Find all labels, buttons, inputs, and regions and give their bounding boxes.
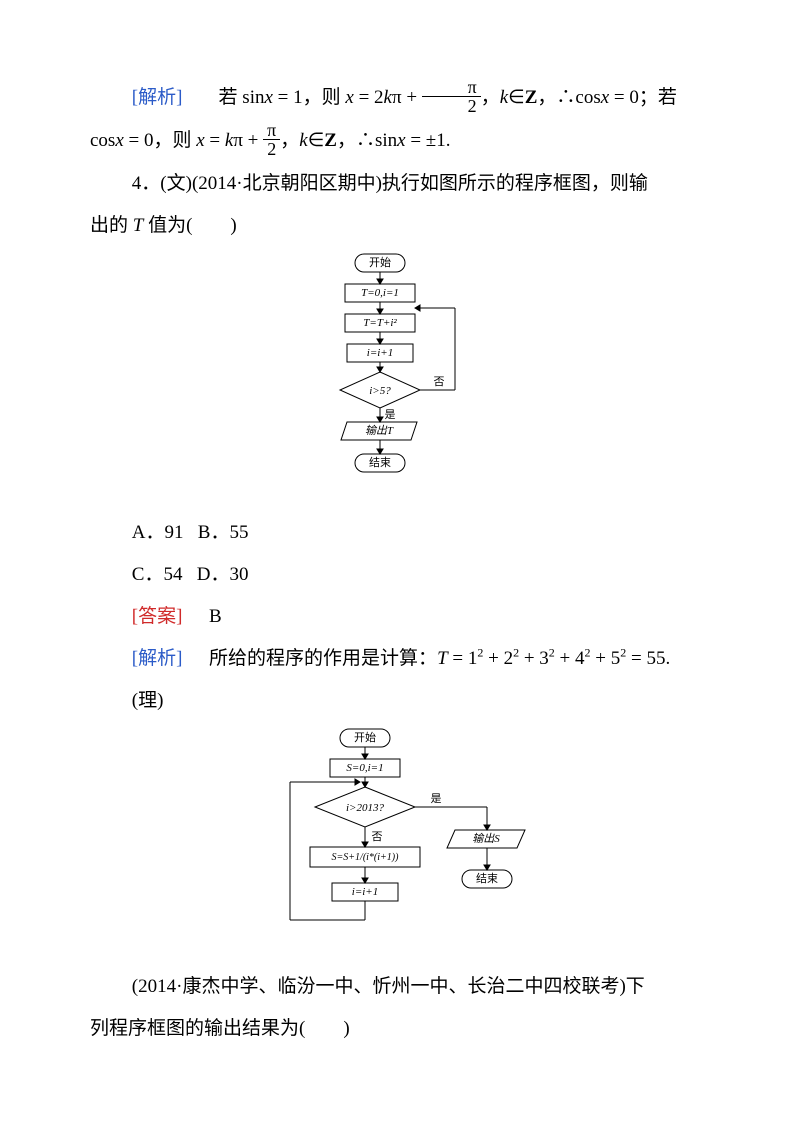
var-k: k bbox=[299, 130, 307, 151]
text: (2014·康杰中学、临汾一中、忻州一中、长治二中四校联考)下 bbox=[132, 976, 645, 997]
fc2-b2-text: S=S+1/(i*(i+1)) bbox=[332, 852, 400, 863]
text: ，∴sin bbox=[337, 130, 397, 151]
text: ， bbox=[280, 130, 299, 151]
text: + 5 bbox=[591, 648, 621, 669]
text: + 4 bbox=[555, 648, 585, 669]
q4-options-row1: A．91 B．55 bbox=[90, 515, 710, 551]
answer-value: B bbox=[209, 606, 222, 627]
analysis-para-2: cosx = 0，则 x = kπ + π2，k∈Z，∴sinx = ±1. bbox=[90, 123, 710, 160]
var-x: x bbox=[196, 130, 204, 151]
var-x: x bbox=[115, 130, 123, 151]
q4-stem-line2: 出的 T 值为( ) bbox=[90, 208, 710, 244]
answer-label: [答案] bbox=[132, 606, 183, 627]
var-k: k bbox=[500, 87, 508, 108]
set-Z: Z bbox=[525, 87, 538, 108]
flowchart-2-svg: 开始 S=0,i=1 i>2013? S=S+1/(i*(i+1)) i=i+1… bbox=[250, 725, 550, 950]
frac-num: π bbox=[422, 78, 481, 96]
frac-den: 2 bbox=[422, 96, 481, 115]
text: = 2 bbox=[354, 87, 384, 108]
frac-num: π bbox=[263, 121, 280, 139]
opt-b: B．55 bbox=[198, 522, 249, 543]
var-x: x bbox=[397, 130, 405, 151]
fc2-out-text: 输出S bbox=[472, 832, 500, 845]
var-x: x bbox=[601, 87, 609, 108]
var-x: x bbox=[345, 87, 353, 108]
text: 出的 bbox=[90, 215, 133, 236]
q4-stem-line1: 4．(文)(2014·北京朝阳区期中)执行如图所示的程序框图，则输 bbox=[90, 166, 710, 202]
frac-den: 2 bbox=[263, 139, 280, 158]
q4-options-row2: C．54 D．30 bbox=[90, 557, 710, 593]
text: cos bbox=[90, 130, 115, 151]
fc2-yes: 是 bbox=[431, 792, 442, 805]
q5-line1: (2014·康杰中学、临汾一中、忻州一中、长治二中四校联考)下 bbox=[90, 969, 710, 1005]
flowchart-2: 开始 S=0,i=1 i>2013? S=S+1/(i*(i+1)) i=i+1… bbox=[90, 725, 710, 963]
fraction: π2 bbox=[263, 121, 280, 158]
text: 值为( ) bbox=[143, 215, 236, 236]
fc2-start-text: 开始 bbox=[354, 730, 376, 744]
text: = 1 bbox=[448, 648, 478, 669]
text: = 0；若 bbox=[609, 87, 677, 108]
fc1-out-text: 输出T bbox=[365, 424, 394, 437]
page: [解析] 若 sinx = 1，则 x = 2kπ + π2，k∈Z，∴cosx… bbox=[0, 0, 800, 1093]
fc2-b3-text: i=i+1 bbox=[352, 886, 378, 898]
text: = bbox=[205, 130, 225, 151]
text: ∈ bbox=[508, 87, 525, 108]
opt-a: A．91 bbox=[132, 522, 184, 543]
q4-answer: [答案] B bbox=[90, 599, 710, 635]
text: = 1，则 bbox=[273, 87, 345, 108]
text: ∈ bbox=[308, 130, 325, 151]
var-k: k bbox=[384, 87, 392, 108]
text: 4．(文)(2014·北京朝阳区期中)执行如图所示的程序框图，则输 bbox=[132, 173, 648, 194]
text: π + bbox=[233, 130, 263, 151]
fc1-no: 否 bbox=[434, 376, 445, 388]
opt-d: D．30 bbox=[197, 564, 249, 585]
text: (理) bbox=[132, 690, 164, 711]
text: + 3 bbox=[519, 648, 549, 669]
text: 若 sin bbox=[219, 87, 265, 108]
text: = ±1. bbox=[406, 130, 451, 151]
text: π + bbox=[392, 87, 422, 108]
analysis-para-1: [解析] 若 sinx = 1，则 x = 2kπ + π2，k∈Z，∴cosx… bbox=[90, 80, 710, 117]
fc2-cond-text: i>2013? bbox=[346, 802, 384, 814]
var-x: x bbox=[264, 87, 272, 108]
fc1-yes: 是 bbox=[385, 408, 396, 421]
text: ，∴cos bbox=[537, 87, 600, 108]
fc1-b3-text: i=i+1 bbox=[367, 347, 393, 359]
analysis-label: [解析] bbox=[132, 648, 183, 669]
text: ， bbox=[481, 87, 500, 108]
text: + 2 bbox=[483, 648, 513, 669]
fraction: π2 bbox=[422, 78, 481, 115]
var-T: T bbox=[133, 215, 144, 236]
fc1-start-text: 开始 bbox=[369, 255, 391, 269]
fc2-no: 否 bbox=[372, 831, 383, 843]
q5-line2: 列程序框图的输出结果为( ) bbox=[90, 1011, 710, 1047]
fc1-end-text: 结束 bbox=[369, 456, 391, 469]
set-Z: Z bbox=[324, 130, 337, 151]
flowchart-1: 开始 T=0,i=1 T=T+i² i=i+1 i>5? 输出T 结束 是 否 bbox=[90, 250, 710, 508]
text: = 0，则 bbox=[124, 130, 196, 151]
fc1-b1-text: T=0,i=1 bbox=[361, 287, 399, 299]
fc1-cond-text: i>5? bbox=[369, 385, 391, 397]
fc2-end-text: 结束 bbox=[476, 872, 498, 885]
flowchart-1-svg: 开始 T=0,i=1 T=T+i² i=i+1 i>5? 输出T 结束 是 否 bbox=[285, 250, 515, 495]
text: 列程序框图的输出结果为( ) bbox=[90, 1018, 350, 1039]
analysis-label: [解析] bbox=[132, 87, 183, 108]
fc1-b2-text: T=T+i² bbox=[363, 317, 397, 329]
q4-li: (理) bbox=[90, 683, 710, 719]
text: 所给的程序的作用是计算： bbox=[209, 648, 437, 669]
q4-analysis: [解析]所给的程序的作用是计算：T = 12 + 22 + 32 + 42 + … bbox=[90, 641, 710, 677]
text: = 55. bbox=[626, 648, 670, 669]
fc2-b1-text: S=0,i=1 bbox=[346, 762, 383, 774]
var-T: T bbox=[437, 648, 448, 669]
opt-c: C．54 bbox=[132, 564, 183, 585]
